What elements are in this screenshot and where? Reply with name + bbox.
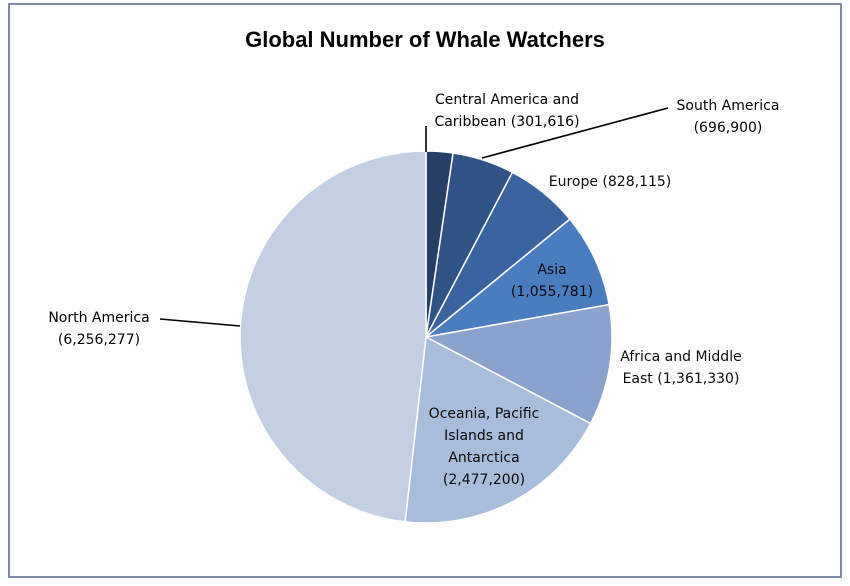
data-label-line: Islands and <box>444 428 524 444</box>
data-label-line: Oceania, Pacific <box>429 406 540 422</box>
data-label-line: South America <box>677 98 780 114</box>
data-label-south-america: South America (696,900) <box>677 98 780 136</box>
data-label-line: (6,256,277) <box>58 332 140 348</box>
data-label-europe: Europe (828,115) <box>549 174 672 190</box>
data-label-line: East (1,361,330) <box>623 371 740 387</box>
pie-slices <box>239 150 613 524</box>
data-label-line: Africa and Middle <box>620 349 741 365</box>
chart-title: Global Number of Whale Watchers <box>245 27 605 52</box>
data-label-line: Caribbean (301,616) <box>434 114 579 130</box>
data-label-north-america: North America (6,256,277) <box>48 310 149 348</box>
leader-line-south-america <box>481 107 669 159</box>
pie-slice-asia <box>423 218 611 339</box>
pie-slice-oceania-pacific-islands-and-antarctica <box>404 335 592 524</box>
data-label-line: Asia <box>537 262 566 278</box>
leader-line-north-america <box>159 318 241 327</box>
data-label-asia: Asia (1,055,781) <box>511 262 593 300</box>
data-label-line: North America <box>48 310 149 326</box>
data-label-line: (696,900) <box>694 120 763 136</box>
pie-slice-north-america <box>239 150 427 523</box>
data-label-line: Europe (828,115) <box>549 174 672 190</box>
data-label-line: Central America and <box>435 92 579 108</box>
data-label-line: (2,477,200) <box>443 472 525 488</box>
slice-labels: Central America and Caribbean (301,616) So… <box>48 92 779 488</box>
data-label-central-america-and-caribbean: Central America and Caribbean (301,616) <box>434 92 579 130</box>
pie-slice-africa-and-middle-east <box>423 303 613 425</box>
data-label-line: (1,055,781) <box>511 284 593 300</box>
data-label-oceania-pacific-islands-and-antarctica: Oceania, Pacific Islands and Antarctica (2,… <box>429 406 540 488</box>
data-label-africa-and-middle-east: Africa and Middle East (1,361,330) <box>620 349 741 387</box>
leader-lines <box>159 107 669 327</box>
data-label-line: Antarctica <box>448 450 519 466</box>
